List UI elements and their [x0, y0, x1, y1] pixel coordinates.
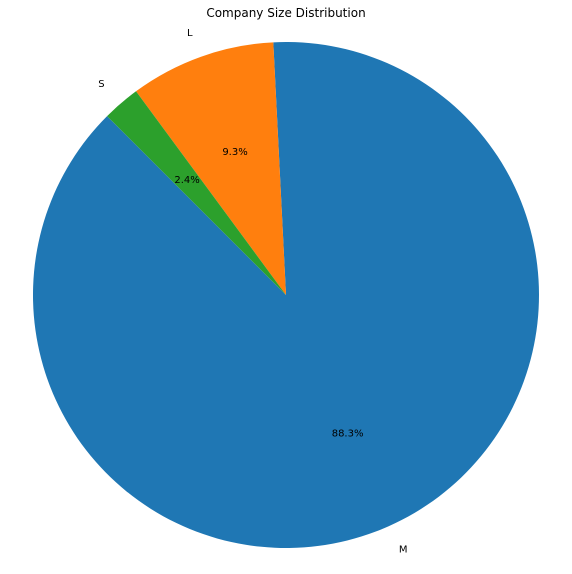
slice-label-m: M	[399, 544, 408, 555]
slice-percent-s: 2.4%	[174, 175, 199, 186]
pie-slice-l	[136, 42, 286, 295]
slice-percent-l: 9.3%	[222, 147, 247, 158]
slice-percent-m: 88.3%	[332, 429, 364, 440]
pie-labels: M 88.3% L 9.3% S 2.4%	[98, 28, 408, 555]
pie-slice-m	[32, 42, 539, 549]
pie-slices	[32, 42, 539, 549]
slice-label-s: S	[98, 79, 104, 90]
chart-title: Company Size Distribution	[206, 6, 365, 20]
pie-slice-s	[107, 91, 286, 295]
slice-label-l: L	[187, 28, 193, 39]
